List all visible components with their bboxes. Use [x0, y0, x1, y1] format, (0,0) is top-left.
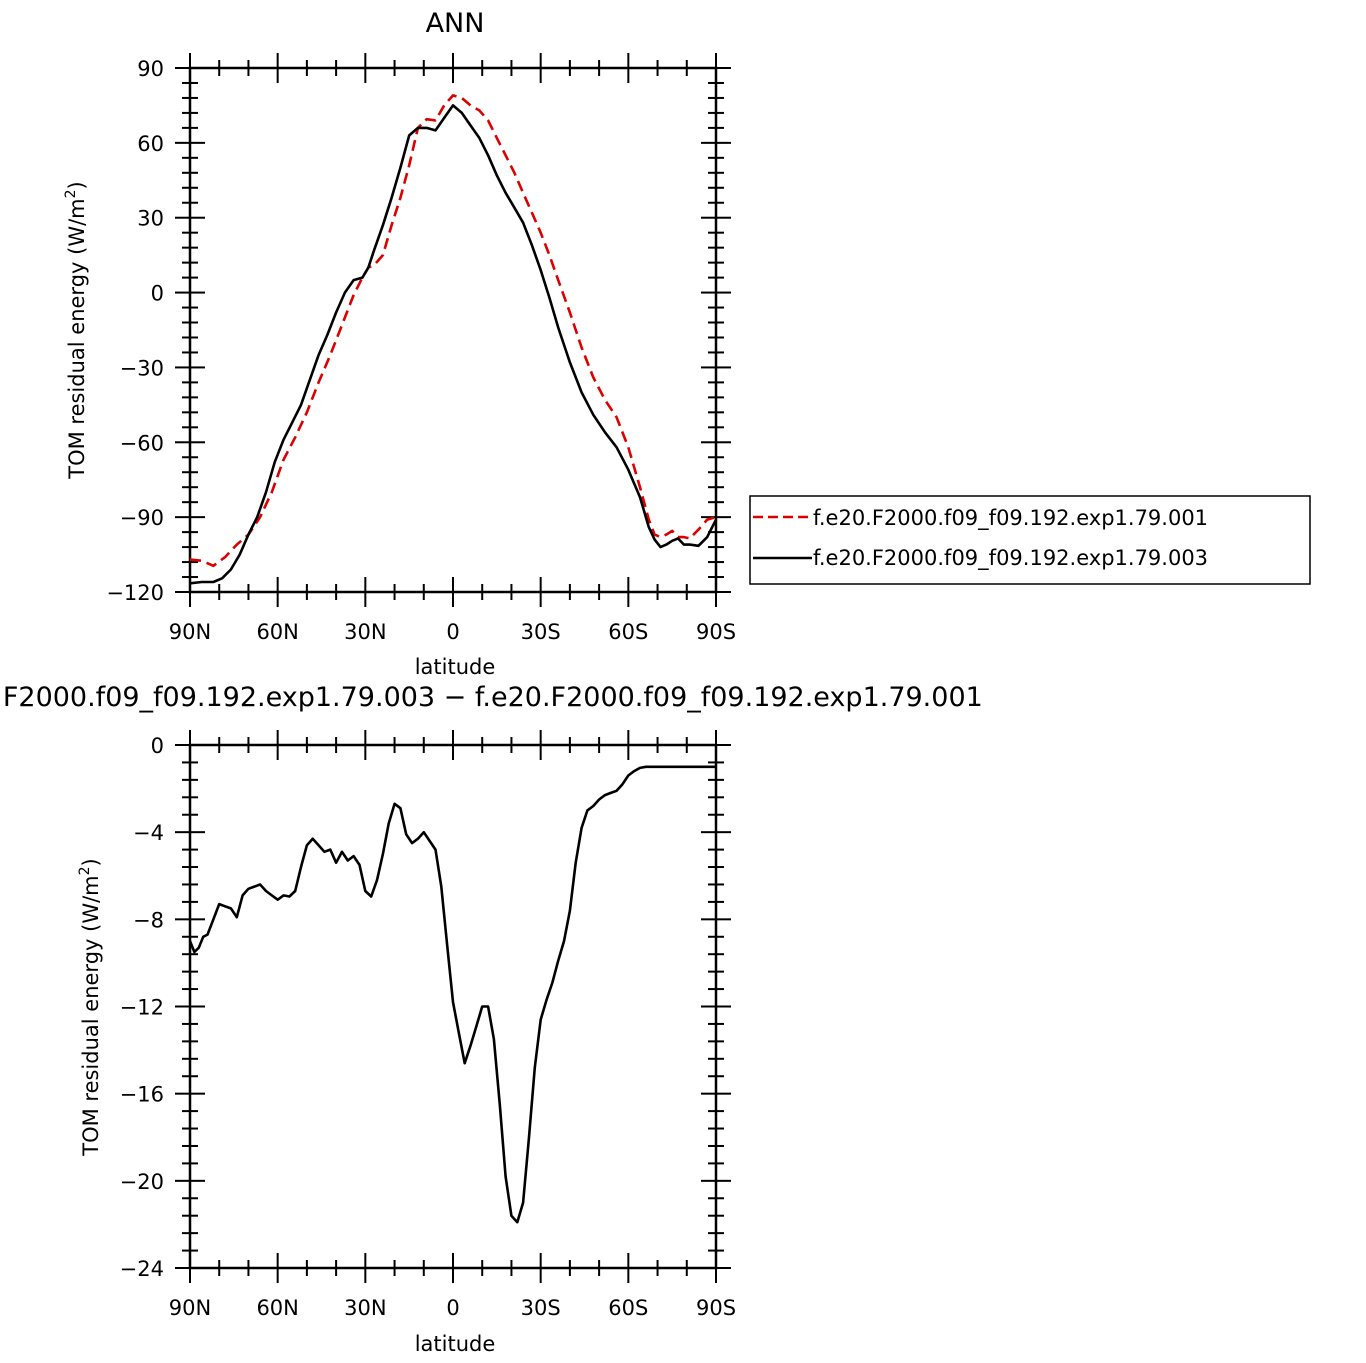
y-tick-label: −16 [120, 1083, 164, 1107]
y-tick-label: −60 [120, 431, 164, 455]
plot-frame [188, 66, 718, 594]
top-y-axis-title: TOM residual energy (W/m2) [63, 181, 89, 480]
x-tick-label: 60N [256, 620, 298, 644]
bottom-x-axis-title: latitude [415, 1332, 496, 1356]
x-tick-label: 90N [169, 620, 211, 644]
top-x-axis-title: latitude [415, 655, 496, 679]
x-tick-label: 30S [521, 620, 561, 644]
bottom-panel: f.e20.F2000.f09_f09.192.exp1.79.003 − f.… [0, 682, 983, 1356]
x-tick-label: 0 [446, 1296, 459, 1320]
series-line-1 [189, 94, 717, 568]
legend-label-series-1: f.e20.F2000.f09_f09.192.exp1.79.001 [813, 506, 1208, 531]
x-tick-label: 30S [521, 1296, 561, 1320]
legend-label-series-2: f.e20.F2000.f09_f09.192.exp1.79.003 [813, 546, 1208, 571]
y-tick-label: 60 [137, 132, 164, 156]
top-plot-title: ANN [426, 8, 485, 39]
y-tick-label: −4 [133, 821, 164, 845]
y-tick-label: 0 [151, 282, 164, 306]
bottom-plot-title: f.e20.F2000.f09_f09.192.exp1.79.003 − f.… [0, 682, 983, 713]
x-tick-label: 0 [446, 620, 459, 644]
y-tick-label: −8 [133, 908, 164, 932]
x-tick-label: 30N [344, 1296, 386, 1320]
bottom-plot-area: 90N 60N 30N 0 30S 60S 90S 0 −4 −8 −12 −16 −20 −24 [120, 730, 736, 1320]
x-tick-label: 90S [696, 620, 736, 644]
top-plot-area: 90N 60N 30N 0 30S 60S 90S 90 60 30 0 −30 −60 −90 −120 [106, 53, 736, 644]
y-tick-label: −20 [120, 1170, 164, 1194]
x-tick-label: 60S [608, 1296, 648, 1320]
y-tick-label: −12 [120, 996, 164, 1020]
y-tick-label: 30 [137, 207, 164, 231]
series-line-1 [188, 765, 716, 1224]
x-tick-label: 60N [256, 1296, 298, 1320]
x-tick-label: 30N [344, 620, 386, 644]
legend-box [749, 495, 1311, 585]
x-tick-label: 60S [608, 620, 648, 644]
y-tick-label: −24 [120, 1257, 164, 1281]
y-tick-label: 90 [137, 57, 164, 81]
plot-frame [188, 743, 718, 1270]
x-tick-label: 90S [696, 1296, 736, 1320]
top-panel: ANN TOM residual energy (W/m2) latitude … [63, 8, 1311, 679]
x-tick-label: 90N [169, 1296, 211, 1320]
y-tick-label: −90 [120, 506, 164, 530]
y-tick-label: −30 [120, 356, 164, 380]
bottom-y-axis-title: TOM residual energy (W/m2) [77, 858, 103, 1157]
y-tick-label: 0 [151, 734, 164, 758]
y-tick-label: −120 [106, 581, 164, 605]
top-legend: f.e20.F2000.f09_f09.192.exp1.79.001 f.e2… [749, 495, 1311, 585]
series-line-2 [189, 104, 718, 585]
